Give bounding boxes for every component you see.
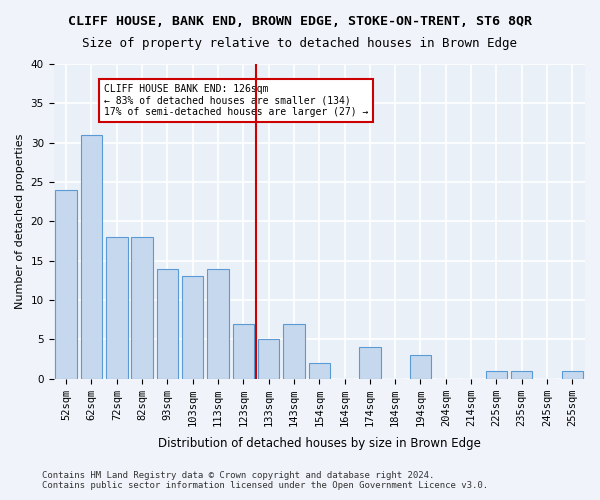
Bar xyxy=(55,190,77,378)
Text: Contains HM Land Registry data © Crown copyright and database right 2024.
Contai: Contains HM Land Registry data © Crown c… xyxy=(42,470,488,490)
Text: Size of property relative to detached houses in Brown Edge: Size of property relative to detached ho… xyxy=(83,38,517,51)
Bar xyxy=(562,371,583,378)
Bar xyxy=(233,324,254,378)
X-axis label: Distribution of detached houses by size in Brown Edge: Distribution of detached houses by size … xyxy=(158,437,481,450)
Bar xyxy=(485,371,507,378)
Bar xyxy=(359,347,380,378)
Text: CLIFF HOUSE BANK END: 126sqm
← 83% of detached houses are smaller (134)
17% of s: CLIFF HOUSE BANK END: 126sqm ← 83% of de… xyxy=(104,84,368,117)
Bar xyxy=(106,237,128,378)
Bar xyxy=(283,324,305,378)
Bar xyxy=(131,237,153,378)
Bar xyxy=(157,268,178,378)
Y-axis label: Number of detached properties: Number of detached properties xyxy=(15,134,25,309)
Bar xyxy=(410,355,431,378)
Bar xyxy=(308,363,330,378)
Text: CLIFF HOUSE, BANK END, BROWN EDGE, STOKE-ON-TRENT, ST6 8QR: CLIFF HOUSE, BANK END, BROWN EDGE, STOKE… xyxy=(68,15,532,28)
Bar xyxy=(81,135,102,378)
Bar xyxy=(258,340,280,378)
Bar xyxy=(182,276,203,378)
Bar xyxy=(511,371,532,378)
Bar xyxy=(207,268,229,378)
